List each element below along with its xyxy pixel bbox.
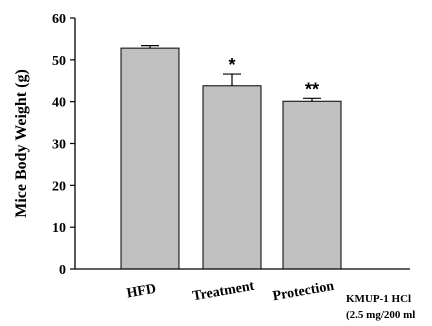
treatment-annotation: KMUP-1 HCl (2.5 mg/200 ml <box>346 293 415 321</box>
significance-marker: ** <box>305 79 319 99</box>
x-axis-category-labels: HFD Treatment Protection <box>126 279 336 305</box>
x-category-label: Protection <box>272 279 336 305</box>
y-tick-label: 20 <box>52 179 66 194</box>
y-tick-label: 50 <box>52 54 66 69</box>
y-tick-label: 0 <box>59 263 66 278</box>
bar <box>202 85 262 270</box>
y-tick-label: 40 <box>52 96 66 111</box>
y-tick-label: 30 <box>52 138 66 153</box>
bar <box>282 100 342 270</box>
bar <box>120 47 180 270</box>
y-axis-ticks: 0 10 20 30 40 50 60 <box>52 12 75 278</box>
x-category-label: HFD <box>126 282 158 302</box>
y-axis-label: Mice Body Weight (g) <box>13 69 30 218</box>
significance-marker: * <box>228 55 235 75</box>
significance-markers: *** <box>228 55 319 99</box>
annotation-line: KMUP-1 HCl <box>346 293 411 305</box>
annotation-line: (2.5 mg/200 ml <box>346 309 415 321</box>
error-bars <box>141 45 321 102</box>
x-category-label: Treatment <box>191 279 255 305</box>
y-tick-label: 60 <box>52 12 66 27</box>
y-tick-label: 10 <box>52 221 66 236</box>
